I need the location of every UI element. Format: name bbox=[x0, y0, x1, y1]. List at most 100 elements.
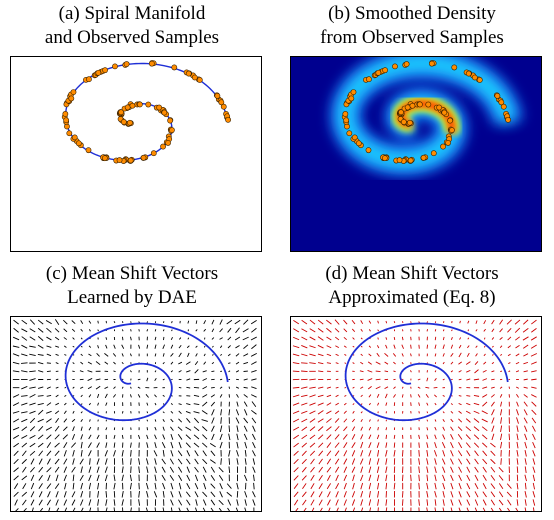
vector-arrow bbox=[63, 345, 67, 348]
vector-arrow bbox=[202, 474, 207, 482]
vector-arrow bbox=[54, 450, 60, 457]
vector-arrow bbox=[170, 491, 174, 498]
vector-arrow bbox=[251, 409, 257, 415]
vector-arrow bbox=[202, 386, 208, 390]
vector-arrow bbox=[211, 370, 215, 372]
vector-arrow bbox=[162, 418, 165, 423]
vector-arrow bbox=[450, 491, 454, 498]
vector-arrow bbox=[360, 441, 364, 449]
vector-arrow bbox=[490, 483, 496, 489]
vector-arrow bbox=[202, 426, 208, 432]
vector-arrow bbox=[63, 491, 67, 498]
vector-arrow bbox=[442, 394, 445, 397]
vector-arrow bbox=[425, 386, 430, 389]
vector-arrow bbox=[368, 419, 371, 422]
vector-arrow bbox=[457, 433, 463, 440]
vector-arrow bbox=[104, 386, 109, 389]
vector-arrow bbox=[293, 483, 299, 489]
vector-arrow bbox=[531, 409, 537, 415]
vector-arrow bbox=[531, 401, 537, 407]
vector-arrow bbox=[442, 474, 446, 482]
vector-arrow bbox=[473, 434, 480, 440]
vector-arrow bbox=[310, 483, 315, 490]
caption-b: (b) Smoothed Density from Observed Sampl… bbox=[280, 2, 544, 50]
vector-arrow bbox=[426, 329, 429, 332]
vector-arrow bbox=[326, 410, 332, 415]
panel-d bbox=[290, 316, 542, 512]
vector-arrow bbox=[95, 361, 101, 366]
vector-arrow bbox=[351, 328, 356, 332]
vector-arrow bbox=[29, 410, 36, 414]
vector-arrow bbox=[228, 466, 231, 473]
vector-arrow bbox=[516, 450, 519, 457]
vector-arrow bbox=[458, 474, 462, 482]
vector-arrow bbox=[385, 458, 388, 465]
vector-arrow bbox=[481, 426, 488, 432]
vector-arrow bbox=[293, 426, 300, 431]
vector-arrow bbox=[138, 499, 141, 506]
sample-point bbox=[68, 95, 75, 102]
vector-arrow bbox=[243, 401, 248, 407]
vector-arrow bbox=[351, 466, 356, 473]
vector-arrow bbox=[161, 458, 166, 465]
sample-point bbox=[75, 140, 82, 147]
vector-arrow bbox=[523, 409, 528, 416]
vector-arrow bbox=[393, 482, 396, 490]
sample-point bbox=[398, 109, 404, 116]
vector-arrow bbox=[301, 319, 308, 325]
sample-point bbox=[420, 154, 427, 161]
sample-point bbox=[471, 74, 478, 81]
vector-arrow bbox=[88, 329, 91, 332]
vector-arrow bbox=[63, 466, 68, 473]
vector-arrow bbox=[162, 411, 165, 414]
vector-arrow bbox=[318, 458, 323, 465]
vector-arrow bbox=[483, 337, 486, 340]
vector-arrow bbox=[490, 401, 495, 407]
vector-arrow bbox=[30, 482, 35, 490]
vector-arrow bbox=[410, 394, 412, 398]
vector-arrow bbox=[292, 345, 300, 349]
vector-arrow bbox=[37, 434, 44, 440]
vector-arrow bbox=[121, 491, 124, 498]
vector-arrow bbox=[54, 425, 60, 432]
vector-arrow bbox=[72, 403, 75, 406]
vector-arrow bbox=[434, 402, 437, 406]
vector-arrow bbox=[227, 336, 232, 341]
vector-arrow bbox=[211, 425, 215, 432]
vector-arrow bbox=[326, 362, 332, 364]
vector-arrow bbox=[210, 394, 216, 398]
vector-arrow bbox=[442, 507, 445, 511]
vector-arrow bbox=[532, 474, 536, 482]
vector-arrow bbox=[301, 362, 308, 364]
vector-arrow bbox=[38, 491, 43, 498]
sample-point bbox=[145, 101, 152, 108]
vector-arrow bbox=[473, 442, 480, 448]
vector-arrow bbox=[72, 450, 75, 457]
vector-arrow bbox=[465, 434, 471, 440]
vector-arrow bbox=[500, 441, 503, 449]
vector-arrow bbox=[251, 370, 257, 373]
vector-arrow bbox=[418, 458, 421, 465]
vector-arrow bbox=[326, 474, 331, 481]
sample-point bbox=[396, 157, 403, 163]
vector-arrow bbox=[309, 378, 316, 381]
vector-arrow bbox=[344, 507, 347, 511]
vector-arrow bbox=[309, 386, 316, 389]
vector-arrow bbox=[523, 401, 528, 407]
vector-arrow bbox=[459, 337, 462, 340]
vector-arrow bbox=[491, 433, 495, 441]
vector-arrow bbox=[113, 450, 116, 457]
vector-arrow bbox=[88, 426, 92, 431]
vector-arrow bbox=[30, 474, 35, 482]
vector-arrow bbox=[170, 344, 174, 349]
vector-arrow bbox=[310, 474, 315, 481]
vector-arrow bbox=[80, 386, 84, 389]
vector-arrow bbox=[343, 336, 347, 341]
vector-arrow bbox=[442, 329, 445, 332]
vector-arrow bbox=[368, 434, 372, 440]
vector-arrow bbox=[326, 353, 332, 357]
vector-arrow bbox=[401, 361, 404, 365]
vector-arrow bbox=[21, 353, 28, 357]
vector-arrow bbox=[318, 434, 324, 440]
sample-point bbox=[451, 64, 458, 71]
